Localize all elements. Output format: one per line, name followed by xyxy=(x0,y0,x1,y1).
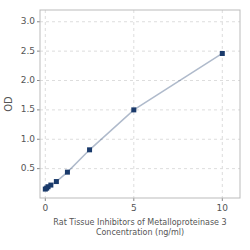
marker xyxy=(54,179,59,184)
x-tick-label: 0 xyxy=(42,203,48,213)
y-grid-line xyxy=(40,139,240,140)
y-tick-label: 1.0 xyxy=(21,134,36,144)
marker xyxy=(131,107,136,112)
marker xyxy=(65,170,70,175)
grid xyxy=(40,10,240,198)
line xyxy=(45,53,222,189)
y-grid-line xyxy=(40,80,240,81)
x-axis-label: Rat Tissue Inhibitors of Metalloproteina… xyxy=(53,218,226,237)
x-tick-label: 5 xyxy=(131,203,137,213)
y-tick-label: 1.5 xyxy=(21,104,35,114)
y-tick-label: 0.5 xyxy=(21,163,35,173)
x-grid-line xyxy=(222,10,223,198)
y-tick-label: 2.5 xyxy=(21,46,35,56)
y-axis-label: OD xyxy=(3,96,14,112)
chart: 0.5 1.0 1.5 2.0 2.5 3.0 0 5 10 Rat Tissue Inhibit… xyxy=(0,0,250,250)
y-grid-line xyxy=(40,51,240,52)
x-tick-label: 10 xyxy=(217,203,229,213)
x-axis-label-line: Rat Tissue Inhibitors of Metalloproteina… xyxy=(53,218,226,227)
marker xyxy=(87,147,92,152)
data xyxy=(43,51,225,192)
plot-frame xyxy=(40,10,240,198)
y-grid-line xyxy=(40,21,240,22)
axes: 0.5 1.0 1.5 2.0 2.5 3.0 0 5 10 xyxy=(21,10,240,213)
marker xyxy=(48,183,53,188)
y-grid-line xyxy=(40,109,240,110)
x-grid-line xyxy=(45,10,46,198)
x-axis-label-line: Concentration (ng/ml) xyxy=(96,228,184,237)
y-tick-label: 2.0 xyxy=(21,75,36,85)
y-tick-label: 3.0 xyxy=(21,16,36,26)
x-grid-line xyxy=(133,10,134,198)
marker xyxy=(220,51,225,56)
